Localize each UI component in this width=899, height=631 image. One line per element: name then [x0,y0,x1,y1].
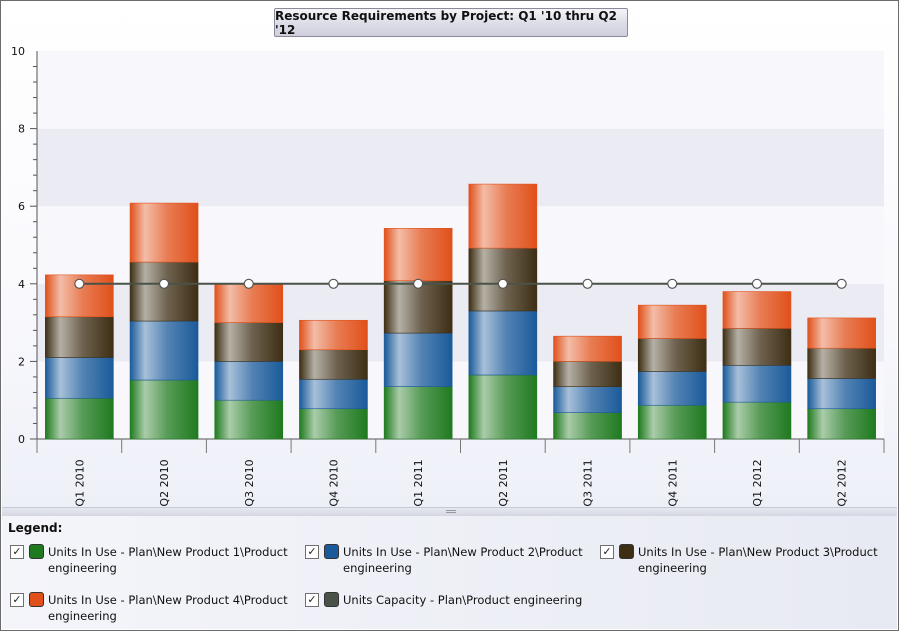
legend-label-product-1: Units In Use - Plan\New Product 1\Produc… [48,545,288,575]
bar-segment [129,202,199,263]
bar-segment [45,397,114,440]
swatch-product-2 [324,544,339,559]
y-tick-label: 0 [18,433,25,446]
capacity-point [328,278,339,289]
checkbox-product-1[interactable]: ✓ [10,545,24,559]
legend-item-product-1[interactable]: ✓ Units In Use - Plan\New Product 1\Prod… [10,544,290,578]
x-tick-label: Q2 2011 [497,459,510,506]
x-tick-label: Q1 2012 [751,459,764,506]
bar-segment [637,338,707,372]
checkbox-product-2[interactable]: ✓ [305,545,319,559]
bar-segment [129,261,199,322]
capacity-point [667,278,678,289]
bar-segment [722,291,792,329]
x-tick-label: Q4 2011 [666,459,679,506]
legend-title: Legend: [8,521,63,535]
capacity-point [582,278,593,289]
bar-segment [722,328,792,366]
checkbox-capacity[interactable]: ✓ [305,593,319,607]
y-tick-label: 4 [18,278,25,291]
bar-segment [553,335,622,362]
bar-segment [722,364,792,403]
legend-item-product-2[interactable]: ✓ Units In Use - Plan\New Product 2\Prod… [305,544,585,578]
bar-segment [299,319,368,351]
legend-label-product-4: Units In Use - Plan\New Product 4\Produc… [48,593,288,623]
bar-segment [383,228,453,281]
capacity-point [413,278,424,289]
swatch-product-4 [29,592,44,607]
bar-segment [468,374,538,440]
legend-item-product-3[interactable]: ✓ Units In Use - Plan\New Product 3\Prod… [600,544,880,578]
bar-segment [214,399,284,440]
legend-item-capacity[interactable]: ✓ Units Capacity - Plan\Product engineer… [305,592,585,626]
capacity-point [158,278,170,289]
bar-segment [383,332,453,387]
swatch-product-3 [619,544,634,559]
y-tick-label: 6 [18,200,25,213]
legend-panel: Legend: ✓ Units In Use - Plan\New Produc… [2,516,897,629]
bar-segment [553,412,622,440]
legend-item-product-4[interactable]: ✓ Units In Use - Plan\New Product 4\Prod… [10,592,290,626]
x-tick-label: Q1 2011 [412,459,425,506]
bar-segment [807,408,876,440]
x-tick-label: Q2 2012 [836,459,849,506]
bar-segment [383,280,453,334]
capacity-point [836,278,847,289]
checkbox-product-4[interactable]: ✓ [10,593,24,607]
x-tick-label: Q4 2010 [327,459,340,506]
bar-segment [468,183,538,249]
bar-segment [553,361,622,387]
bar-segment [637,371,707,406]
grid-band [37,51,884,129]
bar-segment [807,317,876,349]
bar-segment [553,386,622,413]
y-tick-label: 2 [18,355,25,368]
bar-segment [299,378,368,410]
bar-segment [807,378,876,410]
bar-segment [299,408,368,440]
bar-segment [722,401,792,440]
capacity-point [751,278,763,289]
chart-title: Resource Requirements by Project: Q1 '10… [274,8,628,37]
x-tick-label: Q2 2010 [158,459,171,506]
swatch-product-1 [29,544,44,559]
bar-segment [45,357,114,399]
bar-segment [299,349,368,380]
bar-segment [468,310,538,376]
checkbox-product-3[interactable]: ✓ [600,545,614,559]
capacity-point [243,278,254,289]
bar-segment [214,361,284,401]
x-tick-label: Q1 2010 [73,459,86,506]
y-tick-label: 8 [18,123,25,136]
chart-plot: 0 2 4 6 8 10 Q1 2010 Q2 2010 Q3 2010 Q4 2010 Q1 2… [11,45,885,507]
bar-segment [383,386,453,440]
bar-segment [129,379,199,440]
splitter-grip[interactable] [446,510,456,513]
bar-segment [129,320,199,381]
legend-label-product-2: Units In Use - Plan\New Product 2\Produc… [343,545,583,575]
bar-segment [637,404,707,440]
capacity-point [74,278,85,289]
x-tick-label: Q3 2011 [582,459,595,506]
bar-segment [45,316,114,358]
x-tick-label: Q3 2010 [243,459,256,506]
bar-segment [214,322,284,362]
bar-segment [807,347,876,379]
bar-segment [637,304,707,339]
capacity-point [497,278,508,289]
grid-band [37,128,884,207]
y-tick-label: 10 [11,45,25,58]
swatch-capacity [324,592,339,607]
legend-label-product-3: Units In Use - Plan\New Product 3\Produc… [638,545,878,575]
bar-segment [214,283,284,323]
chart-area: 0 2 4 6 8 10 Q1 2010 Q2 2010 Q3 2010 Q4 2010 Q1 2… [2,2,897,507]
legend-label-capacity: Units Capacity - Plan\Product engineerin… [343,593,583,607]
